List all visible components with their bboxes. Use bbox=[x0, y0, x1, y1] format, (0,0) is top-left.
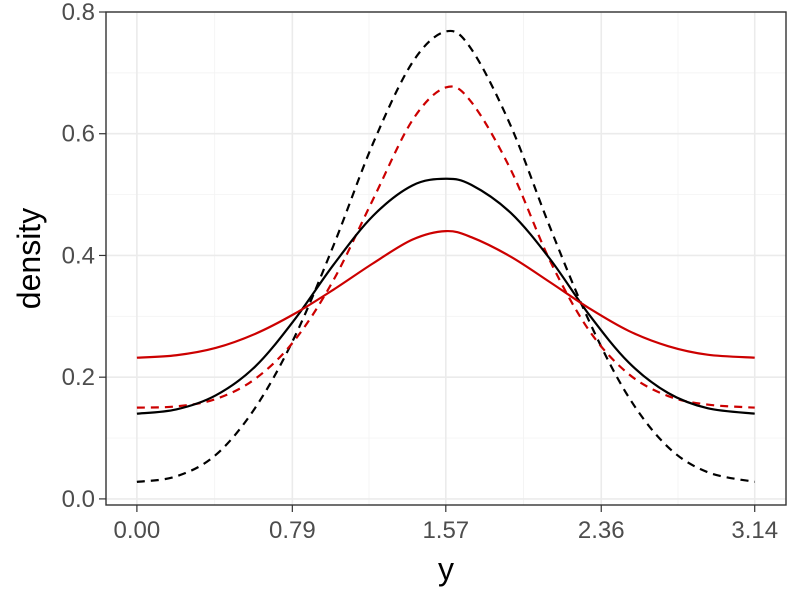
series-line-3 bbox=[136, 177, 755, 415]
y-tick-label: 0.4 bbox=[62, 242, 95, 269]
y-tick-label: 0.2 bbox=[62, 364, 95, 391]
x-tick-label: 0.79 bbox=[269, 517, 316, 544]
y-tick-label: 0.0 bbox=[62, 486, 95, 513]
y-axis: 0.0 0.2 0.4 0.6 0.8 bbox=[62, 0, 106, 513]
y-tick-label: 0.6 bbox=[62, 121, 95, 148]
y-axis-title: density bbox=[11, 208, 47, 309]
series-line-1 bbox=[136, 29, 755, 483]
x-axis: 0.00 0.79 1.57 2.36 3.14 bbox=[114, 505, 778, 544]
x-axis-title: y bbox=[438, 551, 454, 587]
series-line-4 bbox=[136, 229, 755, 359]
x-tick-label: 2.36 bbox=[578, 517, 625, 544]
series-line-2 bbox=[136, 85, 755, 409]
x-tick-label: 1.57 bbox=[422, 517, 469, 544]
y-tick-label: 0.8 bbox=[62, 0, 95, 26]
x-tick-label: 0.00 bbox=[114, 517, 161, 544]
x-tick-label: 3.14 bbox=[731, 517, 778, 544]
series-layer bbox=[136, 29, 755, 483]
